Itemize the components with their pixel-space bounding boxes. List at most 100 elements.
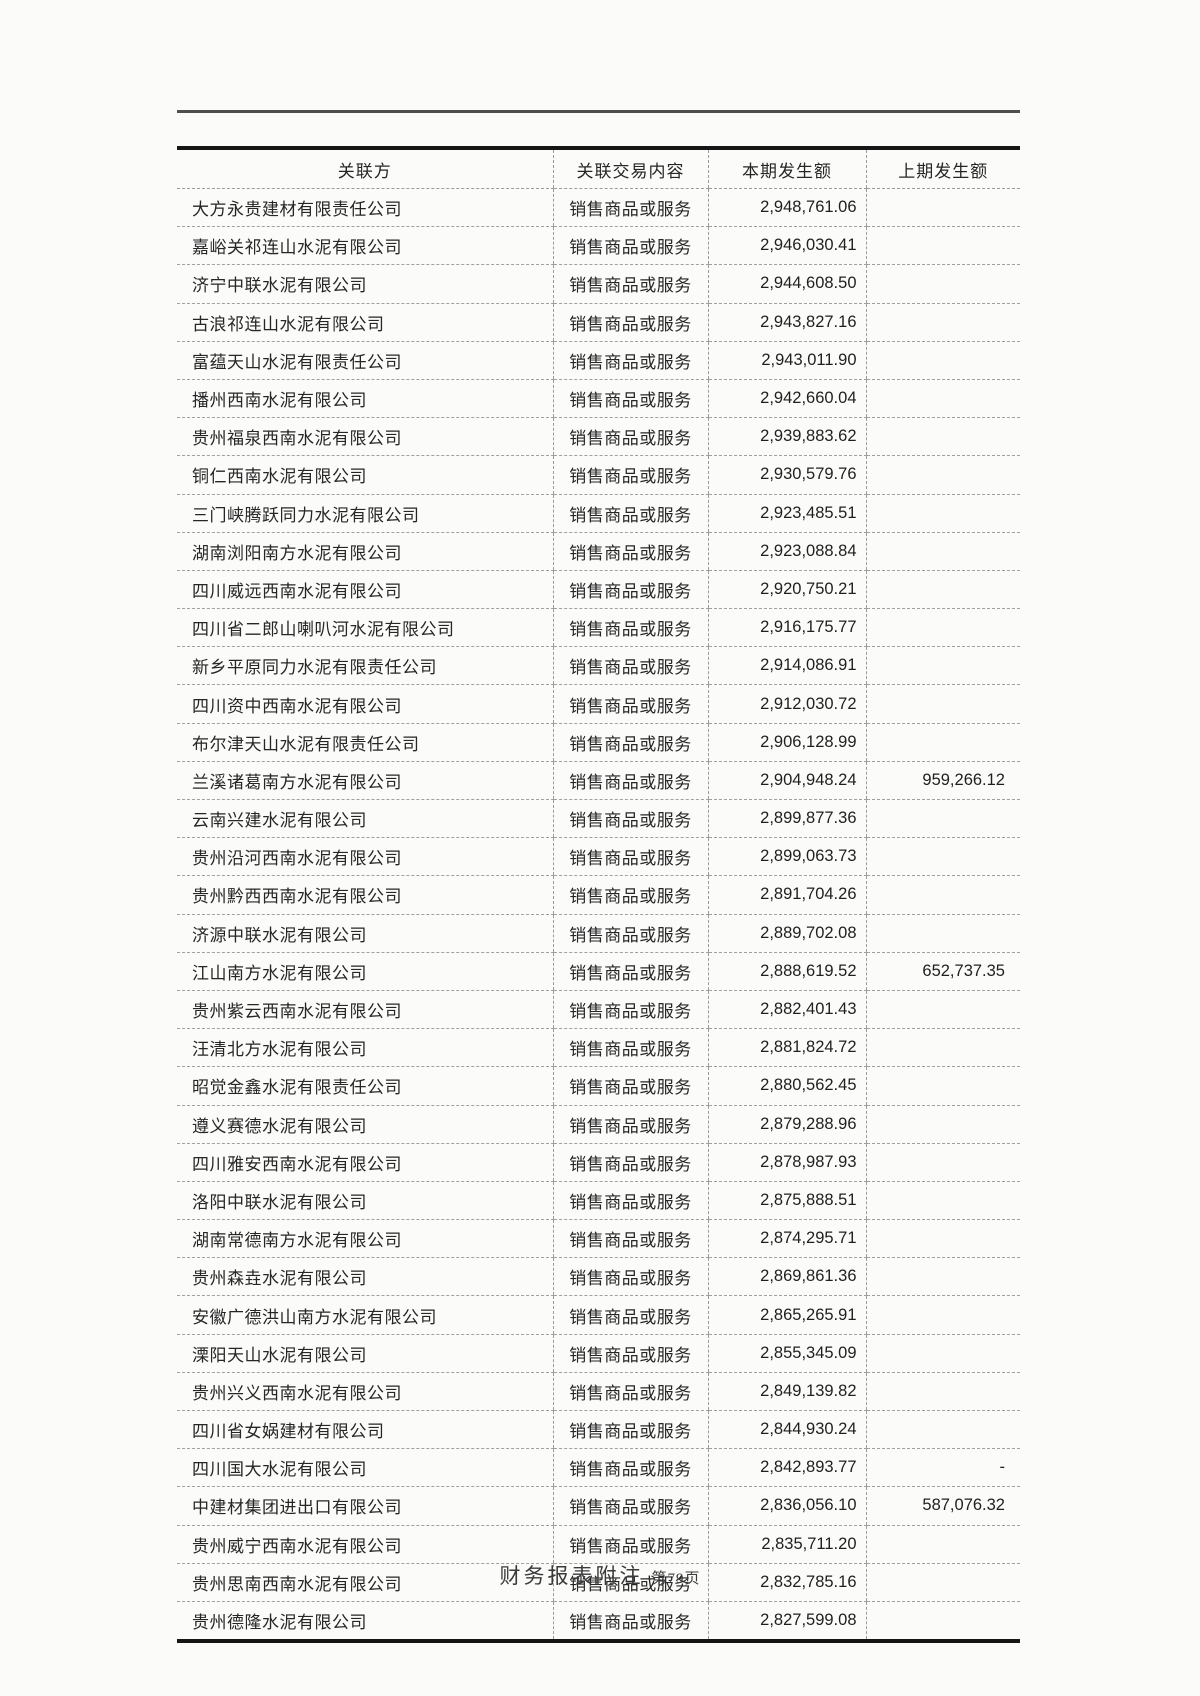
table-row: 湖南常德南方水泥有限公司 销售商品或服务 2,874,295.71 [177, 1219, 1020, 1259]
cell-transaction-content: 销售商品或服务 [552, 226, 708, 266]
cell-related-party: 济源中联水泥有限公司 [177, 914, 553, 953]
table-row: 贵州森垚水泥有限公司 销售商品或服务 2,869,861.36 [177, 1257, 1020, 1297]
cell-transaction-content: 销售商品或服务 [552, 875, 708, 915]
cell-related-party: 古浪祁连山水泥有限公司 [177, 303, 553, 342]
cell-prior-period-amount: 959,266.12 [865, 761, 1020, 801]
cell-related-party: 昭觉金鑫水泥有限责任公司 [177, 1066, 553, 1106]
cell-current-period-amount: 2,836,056.10 [707, 1486, 866, 1526]
cell-related-party: 江山南方水泥有限公司 [177, 952, 553, 991]
cell-related-party: 济宁中联水泥有限公司 [177, 264, 553, 304]
cell-prior-period-amount [865, 723, 1020, 762]
cell-current-period-amount: 2,930,579.76 [707, 455, 866, 495]
table-header: 关联方 关联交易内容 本期发生额 上期发生额 [177, 148, 1020, 189]
cell-current-period-amount: 2,914,086.91 [707, 646, 866, 686]
cell-related-party: 贵州威宁西南水泥有限公司 [177, 1525, 553, 1564]
cell-related-party: 嘉峪关祁连山水泥有限公司 [177, 226, 553, 266]
cell-related-party: 洛阳中联水泥有限公司 [177, 1181, 553, 1221]
cell-transaction-content: 销售商品或服务 [552, 341, 708, 380]
cell-prior-period-amount [865, 1410, 1020, 1450]
table-row: 贵州思南西南水泥有限公司 销售商品或服务 2,832,785.16 [177, 1563, 1020, 1602]
cell-transaction-content: 销售商品或服务 [552, 1143, 708, 1182]
cell-related-party: 四川国大水泥有限公司 [177, 1448, 553, 1488]
table-row: 济宁中联水泥有限公司 销售商品或服务 2,944,608.50 [177, 264, 1020, 304]
table-row: 富蕴天山水泥有限责任公司 销售商品或服务 2,943,011.90 [177, 341, 1020, 380]
table-row: 溧阳天山水泥有限公司 销售商品或服务 2,855,345.09 [177, 1334, 1020, 1373]
table-row: 古浪祁连山水泥有限公司 销售商品或服务 2,943,827.16 [177, 303, 1020, 342]
cell-related-party: 湖南浏阳南方水泥有限公司 [177, 532, 553, 571]
table-row: 云南兴建水泥有限公司 销售商品或服务 2,899,877.36 [177, 799, 1020, 839]
page-footer: 财务报表附注 第79页 [0, 1560, 1200, 1590]
table-row: 铜仁西南水泥有限公司 销售商品或服务 2,930,579.76 [177, 455, 1020, 495]
cell-current-period-amount: 2,899,063.73 [707, 837, 866, 877]
table-row: 布尔津天山水泥有限责任公司 销售商品或服务 2,906,128.99 [177, 723, 1020, 762]
cell-related-party: 贵州沿河西南水泥有限公司 [177, 837, 553, 877]
cell-prior-period-amount [865, 1372, 1020, 1412]
table-row: 汪清北方水泥有限公司 销售商品或服务 2,881,824.72 [177, 1028, 1020, 1068]
cell-prior-period-amount [865, 1563, 1020, 1602]
cell-transaction-content: 销售商品或服务 [552, 1525, 708, 1564]
cell-prior-period-amount [865, 646, 1020, 686]
cell-prior-period-amount [865, 341, 1020, 380]
cell-transaction-content: 销售商品或服务 [552, 570, 708, 610]
cell-transaction-content: 销售商品或服务 [552, 1257, 708, 1297]
table-row: 贵州福泉西南水泥有限公司 销售商品或服务 2,939,883.62 [177, 417, 1020, 457]
column-header-transaction-content: 关联交易内容 [552, 148, 708, 189]
cell-current-period-amount: 2,891,704.26 [707, 875, 866, 915]
cell-related-party: 大方永贵建材有限责任公司 [177, 188, 553, 228]
cell-current-period-amount: 2,882,401.43 [707, 990, 866, 1030]
cell-prior-period-amount [865, 1257, 1020, 1297]
cell-related-party: 溧阳天山水泥有限公司 [177, 1334, 553, 1373]
cell-prior-period-amount [865, 1105, 1020, 1144]
table-row: 三门峡腾跃同力水泥有限公司 销售商品或服务 2,923,485.51 [177, 494, 1020, 533]
cell-current-period-amount: 2,920,750.21 [707, 570, 866, 610]
cell-current-period-amount: 2,948,761.06 [707, 188, 866, 228]
cell-prior-period-amount [865, 455, 1020, 495]
cell-transaction-content: 销售商品或服务 [552, 1066, 708, 1106]
cell-transaction-content: 销售商品或服务 [552, 990, 708, 1030]
cell-transaction-content: 销售商品或服务 [552, 303, 708, 342]
cell-prior-period-amount: 587,076.32 [865, 1486, 1020, 1526]
table-row: 嘉峪关祁连山水泥有限公司 销售商品或服务 2,946,030.41 [177, 226, 1020, 266]
cell-prior-period-amount [865, 684, 1020, 724]
table-header-row: 关联方 关联交易内容 本期发生额 上期发生额 [177, 148, 1020, 189]
cell-prior-period-amount [865, 1295, 1020, 1335]
cell-transaction-content: 销售商品或服务 [552, 1448, 708, 1488]
cell-current-period-amount: 2,939,883.62 [707, 417, 866, 457]
cell-current-period-amount: 2,875,888.51 [707, 1181, 866, 1221]
cell-related-party: 湖南常德南方水泥有限公司 [177, 1219, 553, 1259]
cell-current-period-amount: 2,923,088.84 [707, 532, 866, 571]
table-row: 遵义赛德水泥有限公司 销售商品或服务 2,879,288.96 [177, 1105, 1020, 1144]
cell-current-period-amount: 2,946,030.41 [707, 226, 866, 266]
cell-prior-period-amount [865, 1066, 1020, 1106]
cell-transaction-content: 销售商品或服务 [552, 799, 708, 839]
cell-transaction-content: 销售商品或服务 [552, 1028, 708, 1068]
cell-transaction-content: 销售商品或服务 [552, 532, 708, 571]
cell-transaction-content: 销售商品或服务 [552, 608, 708, 648]
cell-current-period-amount: 2,916,175.77 [707, 608, 866, 648]
cell-related-party: 兰溪诸葛南方水泥有限公司 [177, 761, 553, 801]
cell-current-period-amount: 2,844,930.24 [707, 1410, 866, 1450]
related-party-transactions-table: 关联方 关联交易内容 本期发生额 上期发生额 大方永贵建材有限责任公司 销售商品或… [177, 146, 1020, 1644]
cell-prior-period-amount [865, 379, 1020, 419]
table-row: 安徽广德洪山南方水泥有限公司 销售商品或服务 2,865,265.91 [177, 1295, 1020, 1335]
cell-current-period-amount: 2,869,861.36 [707, 1257, 866, 1297]
cell-transaction-content: 销售商品或服务 [552, 1563, 708, 1602]
cell-current-period-amount: 2,842,893.77 [707, 1448, 866, 1488]
column-header-prior-period-amount: 上期发生额 [865, 148, 1020, 189]
cell-related-party: 布尔津天山水泥有限责任公司 [177, 723, 553, 762]
cell-prior-period-amount [865, 1143, 1020, 1182]
cell-current-period-amount: 2,942,660.04 [707, 379, 866, 419]
cell-current-period-amount: 2,855,345.09 [707, 1334, 866, 1373]
cell-prior-period-amount [865, 532, 1020, 571]
cell-related-party: 安徽广德洪山南方水泥有限公司 [177, 1295, 553, 1335]
cell-prior-period-amount [865, 608, 1020, 648]
cell-current-period-amount: 2,879,288.96 [707, 1105, 866, 1144]
cell-related-party: 富蕴天山水泥有限责任公司 [177, 341, 553, 380]
cell-prior-period-amount [865, 1219, 1020, 1259]
cell-transaction-content: 销售商品或服务 [552, 684, 708, 724]
cell-related-party: 遵义赛德水泥有限公司 [177, 1105, 553, 1144]
cell-current-period-amount: 2,865,265.91 [707, 1295, 866, 1335]
cell-current-period-amount: 2,849,139.82 [707, 1372, 866, 1412]
footer-page-number: 第79页 [651, 1571, 701, 1587]
cell-prior-period-amount: - [865, 1448, 1020, 1488]
